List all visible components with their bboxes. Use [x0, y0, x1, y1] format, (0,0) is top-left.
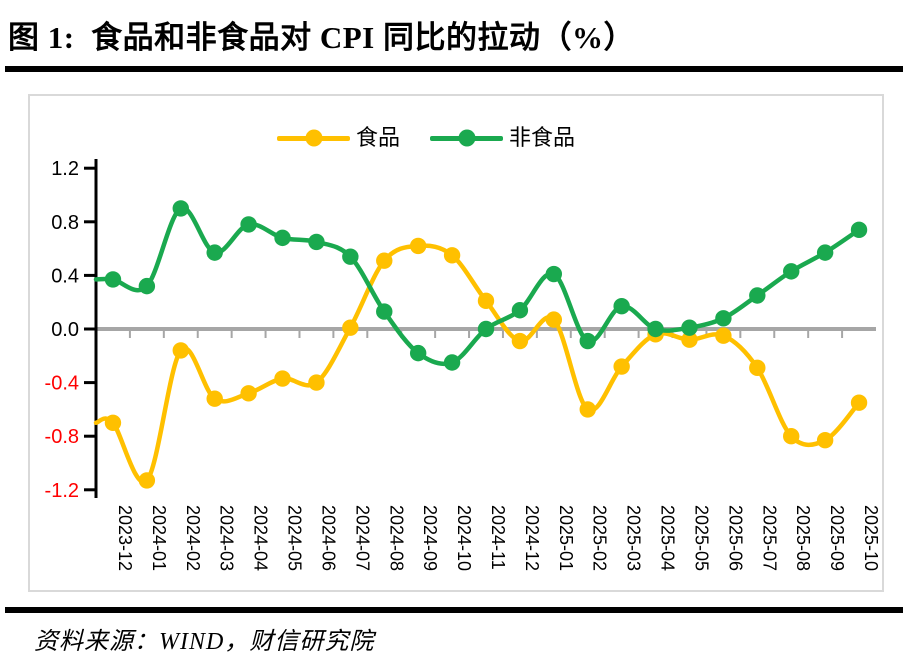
x-tick-label: 2024-01	[149, 505, 169, 571]
x-tick-label: 2024-12	[522, 505, 542, 571]
x-tick-label: 2024-03	[217, 505, 237, 571]
series-1-point-4	[240, 216, 257, 233]
series-1-point-13	[545, 265, 563, 283]
series-1-point-11	[477, 320, 495, 338]
series-0-point-20	[783, 428, 800, 445]
series-0-point-14	[579, 401, 596, 418]
series-0-point-19	[749, 359, 766, 377]
series-0-point-7	[342, 319, 359, 336]
x-tick-label: 2023-12	[115, 505, 135, 571]
series-1-point-5	[274, 229, 291, 247]
series-1-point-9	[409, 344, 427, 362]
series-1-point-2	[172, 200, 189, 217]
x-tick-label: 2025-08	[793, 505, 813, 571]
legend-label: 非食品	[509, 125, 576, 150]
series-1-point-6	[308, 233, 325, 251]
x-tick-label: 2025-04	[658, 505, 678, 571]
series-0-point-17	[681, 331, 698, 348]
y-tick-label: 0.8	[51, 212, 79, 234]
source-note: 资料来源：WIND，财信研究院	[34, 629, 375, 655]
cpi-line-chart: 1.2 0.8 0.4 0.0 -0.4 -0.8 -1.2 2023-12 2024-01 20…	[45, 158, 882, 571]
series-0-point-0	[104, 414, 122, 431]
series-1-point-10	[443, 354, 461, 371]
series-1-point-16	[647, 320, 664, 338]
x-tick-label: 2024-08	[386, 505, 406, 571]
series-1-point-17	[681, 319, 698, 336]
series-1-point-1	[138, 277, 156, 295]
x-tick-label: 2024-02	[183, 505, 203, 571]
x-tick-label: 2025-06	[725, 505, 745, 571]
x-tick-label: 2025-03	[624, 505, 644, 571]
series-0-point-21	[816, 432, 834, 449]
series-0-point-18	[715, 327, 732, 344]
x-tick-label: 2024-04	[251, 505, 271, 571]
series-1-point-21	[816, 244, 834, 261]
figure-title: 图 1: 食品和非食品对 CPI 同比的拉动（%）	[8, 20, 635, 55]
x-tick-label: 2024-07	[352, 505, 372, 571]
x-tick-label: 2024-09	[420, 505, 440, 571]
series-0-point-9	[409, 237, 427, 255]
series-0-point-8	[376, 252, 393, 269]
legend-line-marker-icon	[277, 129, 350, 147]
x-tick-label: 2025-05	[691, 505, 711, 571]
x-tick-label: 2024-10	[454, 505, 474, 571]
legend-line-marker-icon	[430, 129, 504, 147]
series-0-point-10	[443, 247, 461, 264]
series-0-line	[93, 243, 862, 485]
series-0-point-15	[613, 358, 630, 375]
series-1-point-15	[613, 298, 630, 315]
series-0-point-22	[850, 394, 868, 411]
series-1-point-14	[579, 332, 596, 350]
series-0-point-13	[545, 311, 563, 328]
x-tick-label: 2025-07	[759, 505, 779, 571]
series-0-point-4	[240, 385, 257, 402]
x-tick-label: 2024-11	[488, 505, 508, 570]
x-tick-label: 2025-01	[556, 505, 576, 571]
x-tick-label: 2025-09	[827, 505, 847, 571]
legend-item-1: 非食品	[430, 127, 575, 149]
series-1-point-19	[749, 287, 766, 304]
x-tick-label: 2025-02	[590, 505, 610, 571]
series-1-point-12	[511, 302, 529, 319]
series-0-point-12	[511, 332, 529, 350]
series-0-point-6	[308, 374, 325, 391]
chart-legend: 食品 非食品	[277, 127, 575, 149]
y-tick-label: 0.4	[51, 265, 79, 287]
source-divider	[5, 607, 903, 613]
y-tick-label: -0.4	[45, 373, 79, 395]
series-1-point-7	[342, 248, 359, 265]
series-0-point-5	[274, 370, 291, 387]
legend-label: 食品	[356, 125, 401, 150]
chart-area: 1.2 0.8 0.4 0.0 -0.4 -0.8 -1.2 2023-12 2024-01 20…	[28, 94, 884, 592]
series-0-point-11	[477, 292, 495, 310]
series-0-point-1	[138, 472, 156, 489]
x-tick-label: 2024-05	[285, 505, 305, 571]
y-tick-label: 1.2	[51, 158, 79, 180]
title-divider	[5, 66, 903, 72]
series-1-point-3	[206, 244, 223, 261]
series-0-point-3	[206, 390, 223, 407]
y-tick-label: -1.2	[45, 480, 79, 502]
series-1-point-22	[850, 221, 868, 239]
series-1-point-20	[783, 263, 800, 280]
y-tick-label: -0.8	[45, 426, 79, 448]
legend-dot-icon	[305, 129, 322, 147]
y-tick-label: 0.0	[51, 319, 79, 341]
series-1-point-18	[715, 310, 732, 327]
legend-item-0: 食品	[277, 127, 400, 149]
x-tick-label: 2025-10	[861, 505, 881, 571]
x-tick-label: 2024-06	[318, 505, 338, 571]
series-1-point-0	[104, 271, 122, 288]
series-0-point-2	[172, 342, 189, 359]
legend-dot-icon	[458, 129, 476, 147]
series-1-point-8	[376, 303, 393, 320]
